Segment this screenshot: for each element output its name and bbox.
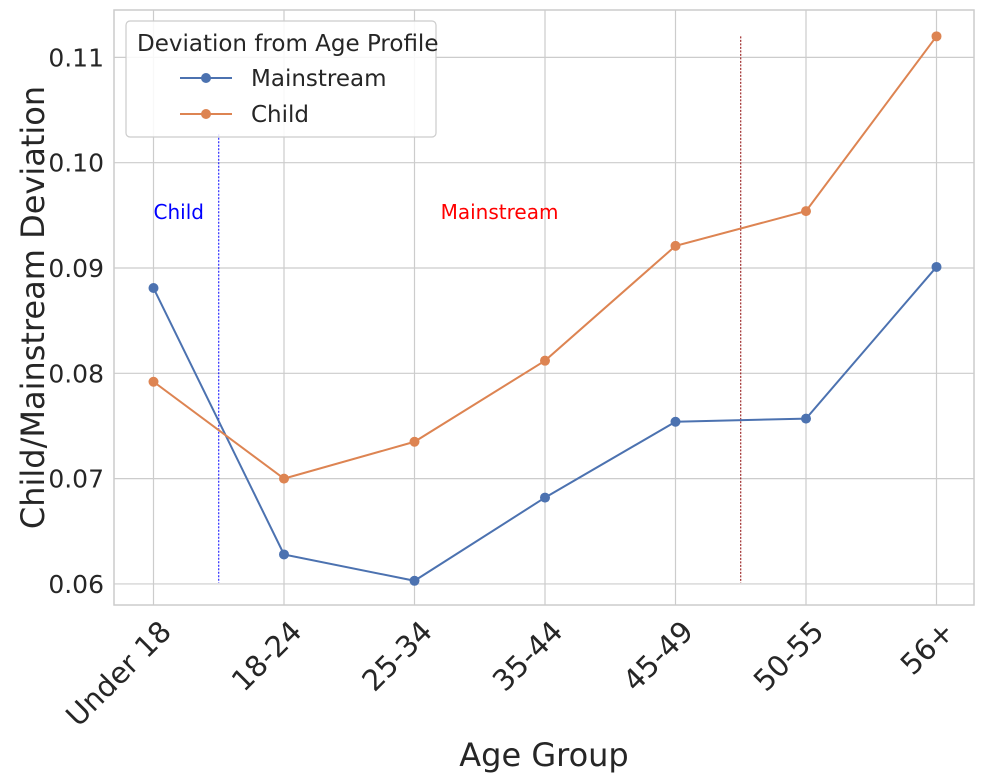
series-mainstream [148,261,942,586]
data-point-child [279,473,289,484]
data-point-mainstream [540,492,550,503]
data-point-child [801,206,811,217]
x-tick-labels: Under 18 18-24 25-34 35-44 45-49 50-55 56+ [59,614,961,733]
x-tick-label: 56+ [894,614,961,681]
y-axis-title: Child/Mainstream Deviation [14,86,52,529]
legend-swatch-marker [201,73,211,83]
data-point-mainstream [801,413,811,424]
series-layer [148,31,942,586]
data-point-child [148,376,159,387]
x-tick-label: 35-44 [486,614,570,698]
data-point-child [540,355,550,366]
legend-entries: Mainstream Child [180,66,387,128]
annotation-label: Mainstream [441,200,559,224]
x-tick-label: 45-49 [616,614,700,698]
plot-frame [113,9,975,606]
legend-entry-mainstream: Mainstream [180,66,387,92]
series-child [148,31,942,484]
annotations: Child Mainstream [154,200,559,224]
legend-label: Child [251,102,309,128]
data-point-mainstream [931,261,942,272]
legend-swatch-marker [201,109,211,119]
y-tick-label: 0.07 [48,465,104,494]
legend-label: Mainstream [251,66,387,92]
y-tick-label: 0.10 [48,149,104,178]
x-axis-title: Age Group [459,736,628,774]
legend-title: Deviation from Age Profile [137,31,438,57]
x-tick-label: 18-24 [225,614,309,698]
data-point-mainstream [409,575,420,586]
legend-box [125,20,437,138]
legend-entry-child: Child [180,102,309,128]
data-point-mainstream [279,549,289,560]
y-tick-label: 0.09 [48,254,104,283]
legend: Deviation from Age Profile Mainstream Chi… [125,20,438,138]
y-tick-labels: 0.06 0.07 0.08 0.09 0.10 0.11 [48,43,104,599]
data-point-child [409,436,420,447]
data-point-child [931,31,942,42]
x-tick-label: 50-55 [747,614,831,698]
data-point-mainstream [670,416,681,427]
reference-lines [218,36,742,583]
x-tick-label: Under 18 [59,614,178,733]
x-tick-label: 25-34 [355,614,439,698]
data-point-mainstream [148,283,159,294]
annotation-label: Child [154,200,204,224]
y-tick-label: 0.11 [48,43,104,72]
data-point-child [670,240,681,251]
y-tick-label: 0.06 [48,570,104,599]
y-tick-label: 0.08 [48,359,104,388]
